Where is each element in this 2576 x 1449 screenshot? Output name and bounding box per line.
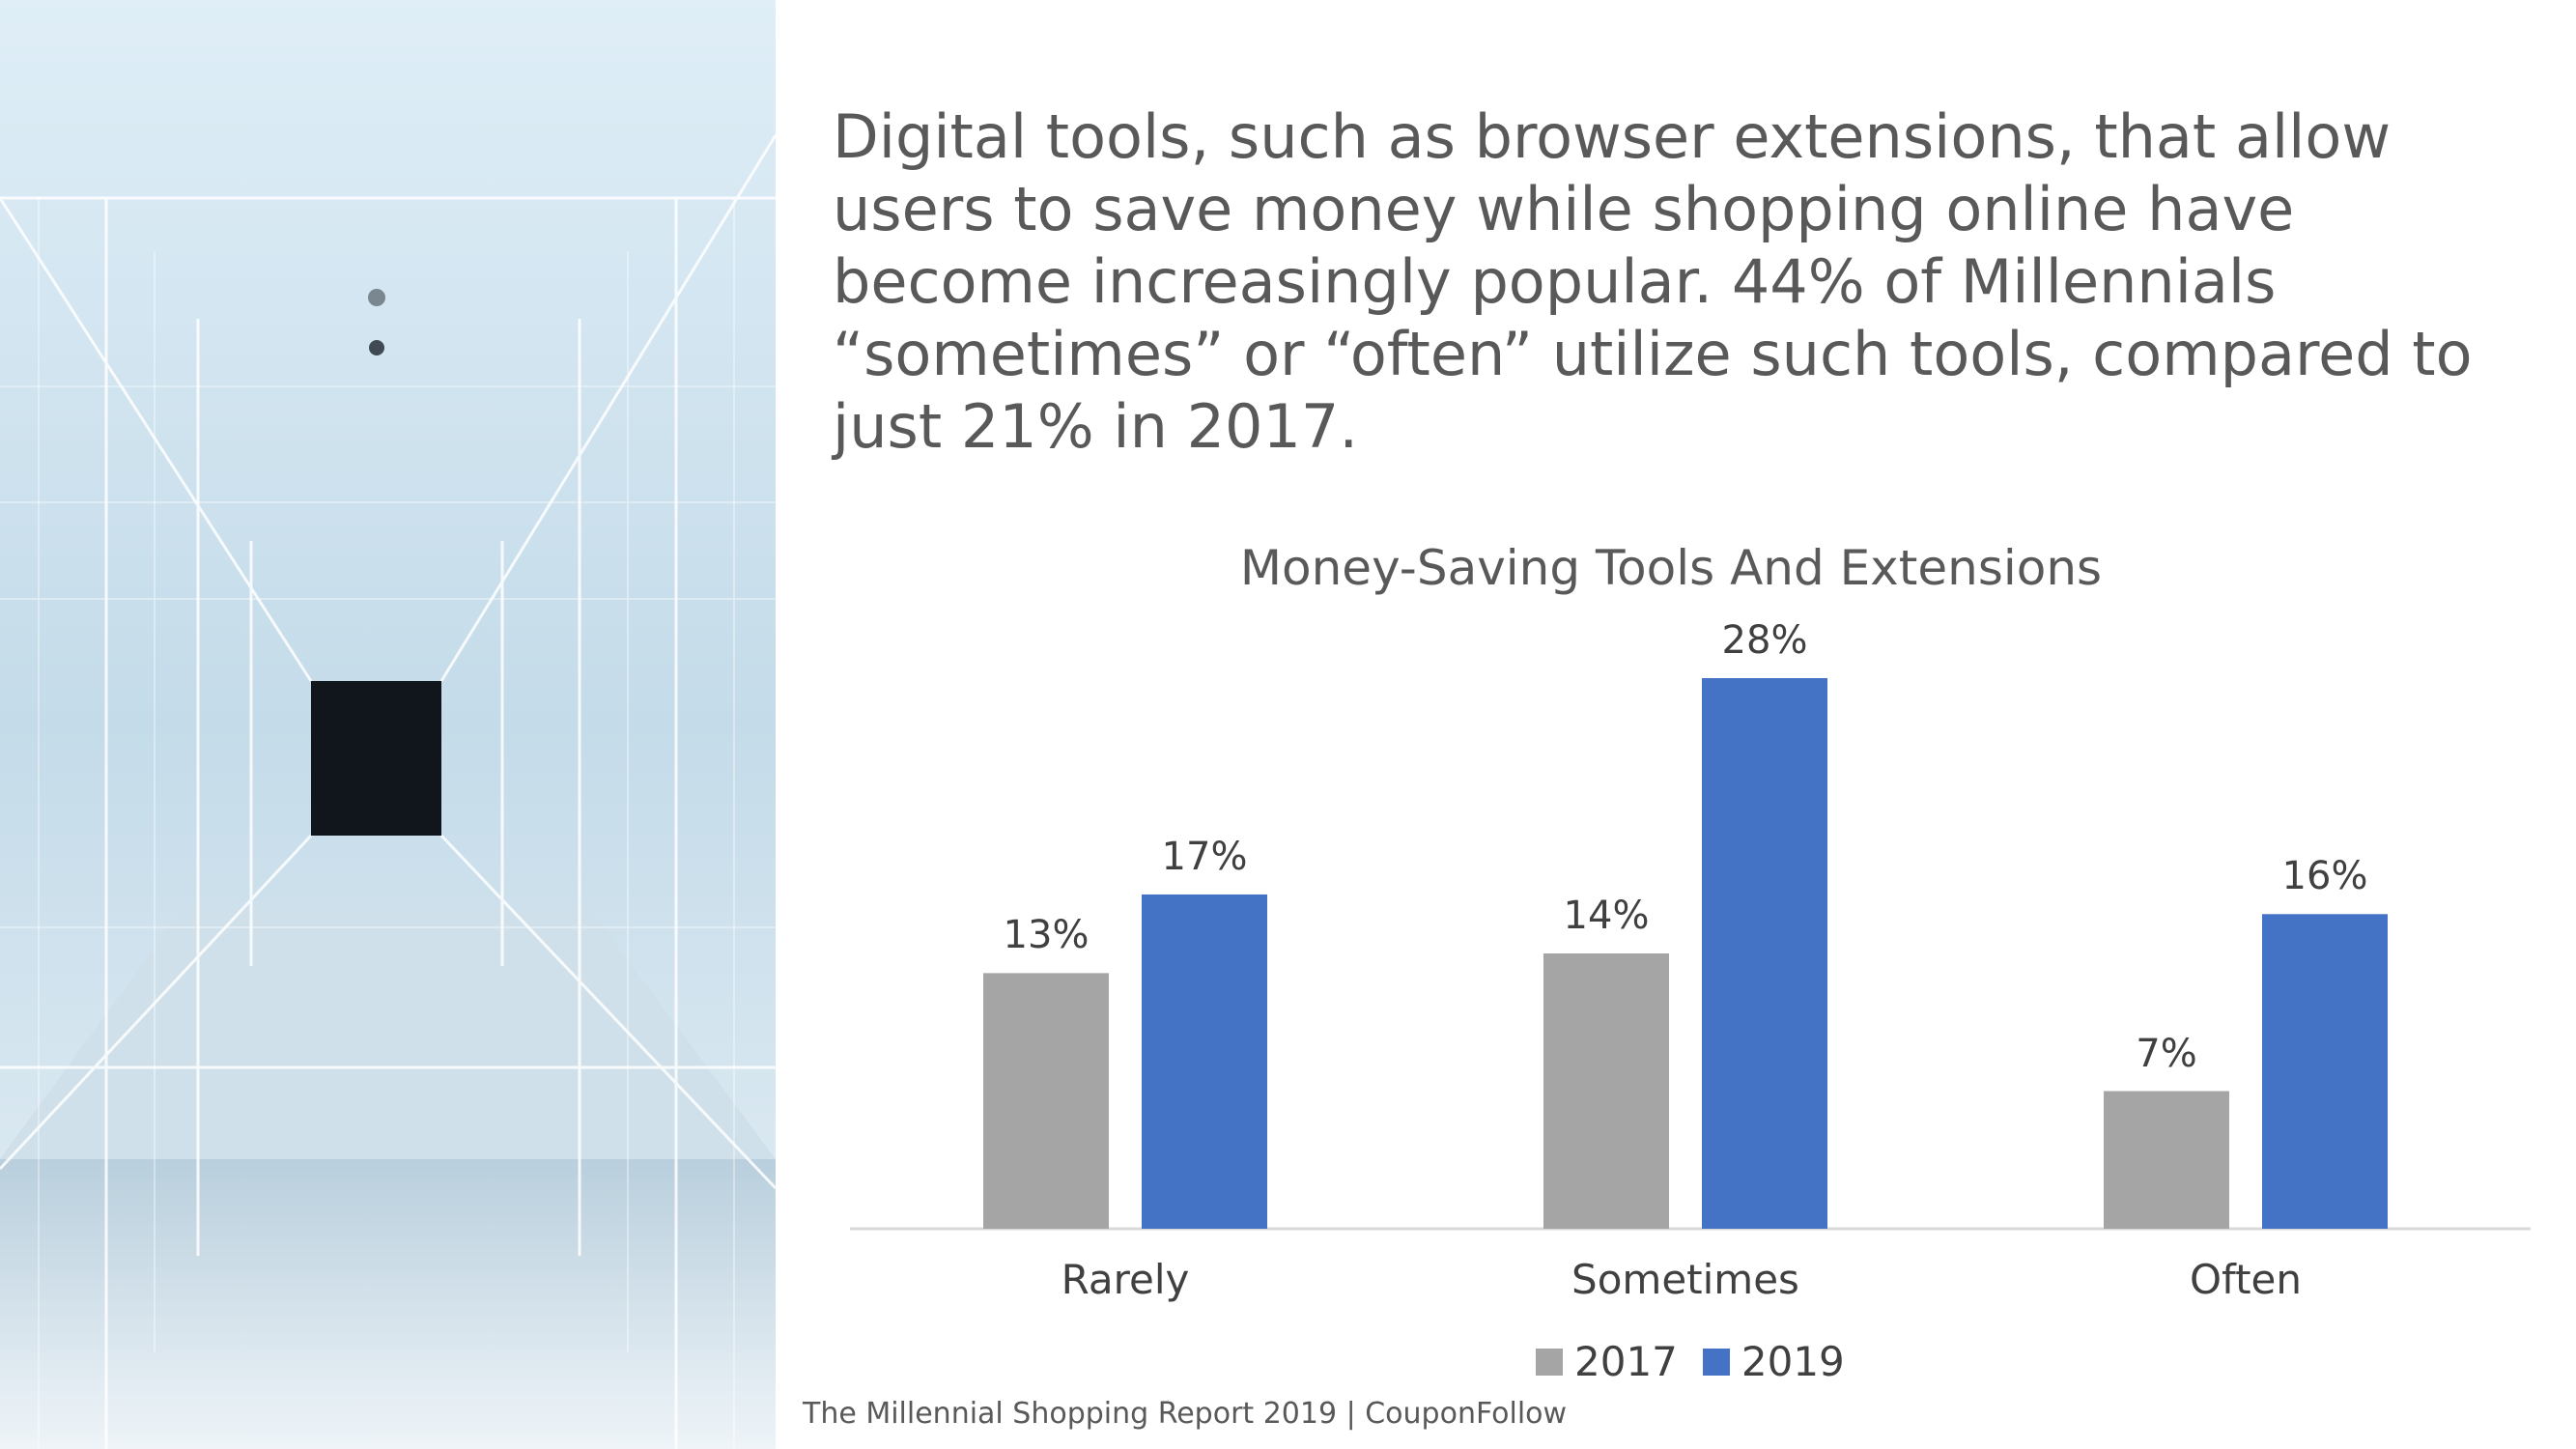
legend-label-2019: 2019 <box>1741 1338 1845 1385</box>
headline: Digital tools, such as browser extension… <box>833 101 2473 462</box>
data-label-often-2017: 7% <box>2136 1031 2197 1076</box>
bar-often-2017 <box>2104 1091 2229 1229</box>
category-label-sometimes: Sometimes <box>1571 1256 1799 1303</box>
bar-chart <box>850 678 2531 1231</box>
legend-swatch-2019 <box>1702 1348 1730 1376</box>
category-label-rarely: Rarely <box>1061 1256 1190 1303</box>
data-label-sometimes-2017: 14% <box>1563 894 1650 938</box>
chart-title: Money-Saving Tools And Extensions <box>1239 540 2103 596</box>
category-label-often: Often <box>2189 1256 2303 1303</box>
legend-swatch-2017 <box>1536 1348 1563 1376</box>
legend-item-2017: 2017 <box>1536 1338 1678 1385</box>
footer-source: The Millennial Shopping Report 2019 | Co… <box>803 1397 1568 1431</box>
chart-legend: 2017 2019 <box>1536 1338 1845 1385</box>
bar-rarely-2017 <box>983 973 1109 1229</box>
bar-sometimes-2017 <box>1543 953 1669 1229</box>
hallway-photo <box>0 0 776 1449</box>
bar-often-2019 <box>2262 914 2388 1229</box>
legend-label-2017: 2017 <box>1574 1338 1678 1385</box>
bar-rarely-2019 <box>1142 894 1267 1229</box>
data-label-rarely-2019: 17% <box>1161 834 1248 879</box>
data-label-often-2019: 16% <box>2281 854 2368 899</box>
data-label-sometimes-2019: 28% <box>1721 618 1808 663</box>
legend-item-2019: 2019 <box>1702 1338 1845 1385</box>
data-label-rarely-2017: 13% <box>1003 913 1090 958</box>
bar-sometimes-2019 <box>1702 678 1827 1229</box>
